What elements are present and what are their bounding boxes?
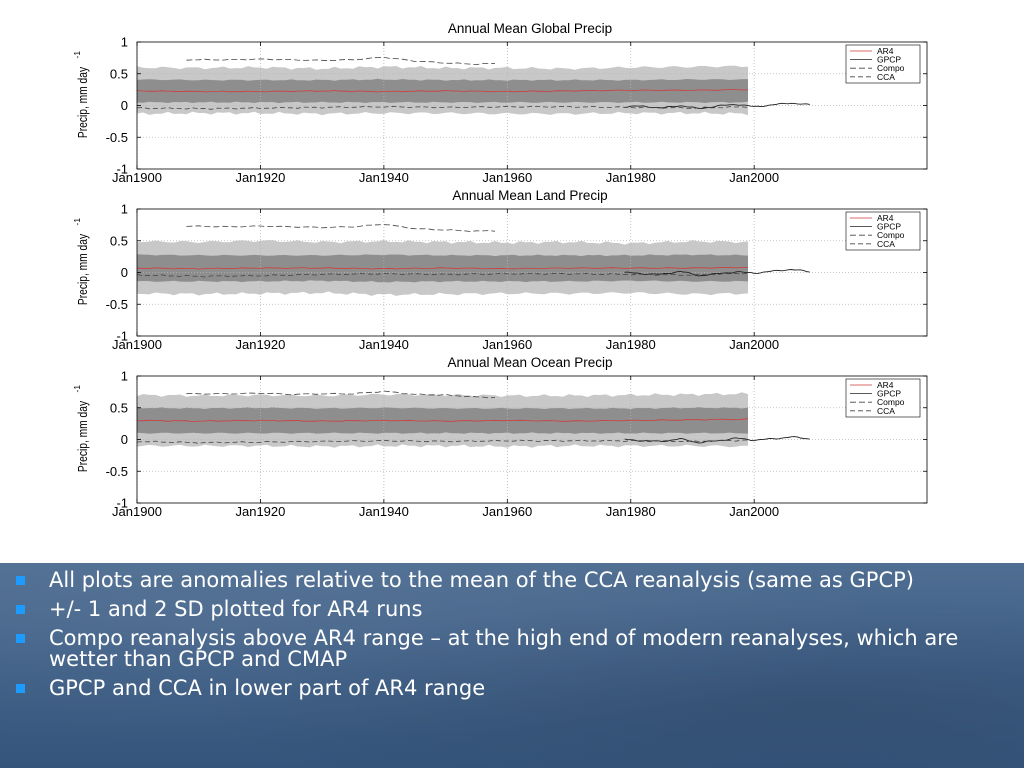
x-tick-label: Jan1920 [235, 337, 285, 352]
y-tick-label: 0.5 [110, 66, 128, 81]
y-tick-label: 0 [121, 265, 128, 280]
x-tick-label: Jan1960 [482, 337, 532, 352]
y-axis-label: Precip, mm day [77, 67, 90, 138]
x-tick-label: Jan2000 [729, 504, 779, 519]
legend-label-compo: Compo [877, 63, 905, 73]
y-tick-label: 0.5 [110, 400, 128, 415]
y-tick-label: -1 [116, 329, 128, 344]
ar4-1sd-band [137, 407, 748, 434]
y-tick-label: -0.5 [106, 297, 128, 312]
series-line-ar4 [136, 89, 749, 93]
y-tick-label: 1 [121, 35, 128, 50]
bullet-item: Compo reanalysis above AR4 range – at th… [14, 628, 964, 670]
x-tick-label: Jan1900 [112, 170, 162, 185]
series-line-ar4 [136, 418, 749, 422]
square-bullet-icon [16, 605, 25, 614]
x-tick-label: Jan1900 [112, 504, 162, 519]
bullet-panel: All plots are anomalies relative to the … [0, 563, 1024, 768]
y-tick-label: -1 [116, 162, 128, 177]
legend-label-gpcp: GPCP [877, 389, 901, 399]
series-line-cca [136, 105, 749, 110]
square-bullet-icon [16, 634, 25, 643]
bullet-text: GPCP and CCA in lower part of AR4 range [49, 676, 486, 700]
bullet-item: +/- 1 and 2 SD plotted for AR4 runs [14, 599, 964, 620]
x-tick-label: Jan1980 [606, 337, 656, 352]
legend-label-gpcp: GPCP [877, 222, 901, 232]
charts-area: Jan1900 Jan1920 Jan1940 Jan1960 Jan1980 Jan20… [72, 21, 928, 519]
legend-label-cca: CCA [877, 406, 895, 416]
x-tick-label: Jan1980 [606, 170, 656, 185]
chart-panel: Jan1900 Jan1920 Jan1940 Jan1960 Jan1980 Jan20… [72, 188, 928, 352]
legend-label-ar4: AR4 [877, 46, 894, 56]
chart-panel: Jan1900 Jan1920 Jan1940 Jan1960 Jan1980 Jan20… [72, 21, 928, 185]
bullet-text: +/- 1 and 2 SD plotted for AR4 runs [49, 597, 423, 621]
x-tick-label: Jan1980 [606, 504, 656, 519]
y-tick-label: 0.5 [110, 233, 128, 248]
legend-label-ar4: AR4 [877, 380, 894, 390]
x-tick-label: Jan1960 [482, 170, 532, 185]
bullet-text: Compo reanalysis above AR4 range – at th… [49, 626, 959, 671]
x-tick-label: Jan1960 [482, 504, 532, 519]
chart-title: Annual Mean Land Precip [452, 188, 607, 203]
bullet-item: All plots are anomalies relative to the … [14, 570, 964, 591]
y-axis-label-superscript: -1 [72, 51, 82, 59]
y-tick-label: -0.5 [106, 464, 128, 479]
chart-panel: Jan1900 Jan1920 Jan1940 Jan1960 Jan1980 Jan20… [72, 355, 928, 519]
chart-title: Annual Mean Ocean Precip [447, 355, 612, 370]
chart-title: Annual Mean Global Precip [448, 21, 612, 36]
legend-label-gpcp: GPCP [877, 55, 901, 65]
series-line-compo [186, 390, 496, 399]
y-tick-label: -0.5 [106, 130, 128, 145]
series-line-cca [136, 439, 749, 444]
x-tick-label: Jan1940 [359, 170, 409, 185]
y-tick-label: 0 [121, 432, 128, 447]
y-axis-label-superscript: -1 [72, 218, 82, 226]
series-line-compo [186, 224, 496, 232]
series-line-cca [136, 272, 749, 278]
x-tick-label: Jan1920 [235, 170, 285, 185]
square-bullet-icon [16, 684, 25, 693]
x-tick-label: Jan1940 [359, 504, 409, 519]
series-line-gpcp [624, 269, 810, 277]
x-tick-label: Jan2000 [729, 337, 779, 352]
y-tick-label: 1 [121, 369, 128, 384]
series-line-compo [186, 56, 496, 66]
bullet-item: GPCP and CCA in lower part of AR4 range [14, 678, 964, 699]
legend-label-compo: Compo [877, 397, 905, 407]
x-tick-label: Jan2000 [729, 170, 779, 185]
x-tick-label: Jan1900 [112, 337, 162, 352]
y-tick-label: -1 [116, 496, 128, 511]
y-axis-label: Precip, mm day [77, 401, 90, 472]
legend-label-cca: CCA [877, 72, 895, 82]
bullet-list: All plots are anomalies relative to the … [0, 563, 1024, 699]
y-tick-label: 0 [121, 98, 128, 113]
series-line-ar4 [136, 266, 749, 270]
legend-label-ar4: AR4 [877, 213, 894, 223]
y-axis-label-superscript: -1 [72, 385, 82, 393]
y-axis-label: Precip, mm day [77, 234, 90, 305]
square-bullet-icon [16, 576, 25, 585]
bullet-text: All plots are anomalies relative to the … [49, 568, 914, 592]
x-tick-label: Jan1920 [235, 504, 285, 519]
legend-label-compo: Compo [877, 230, 905, 240]
y-tick-label: 1 [121, 202, 128, 217]
x-tick-label: Jan1940 [359, 337, 409, 352]
legend-label-cca: CCA [877, 239, 895, 249]
